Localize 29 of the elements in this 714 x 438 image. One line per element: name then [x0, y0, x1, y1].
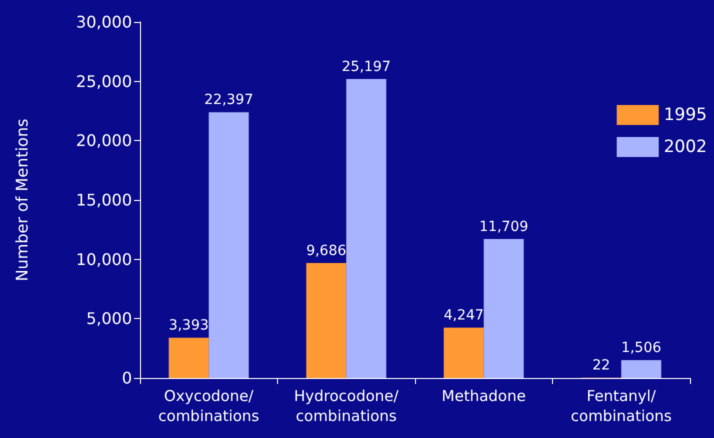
y-tick-label: 0 — [122, 368, 132, 388]
y-tick-label: 5,000 — [86, 309, 132, 328]
data-label: 4,247 — [444, 308, 484, 324]
x-tick-label: Hydrocodone/ combinations — [294, 387, 400, 425]
data-label: 9,686 — [306, 243, 346, 260]
x-tick-label: Methadone — [442, 387, 526, 405]
data-label: 22,397 — [204, 92, 254, 108]
bar — [208, 112, 249, 378]
data-label: 25,197 — [342, 58, 391, 75]
y-axis-title: Number of Mentions — [12, 118, 32, 282]
bar — [306, 263, 346, 378]
y-tick-label: 15,000 — [76, 190, 132, 210]
x-tick-label: Oxycodone/ combinations — [158, 387, 260, 425]
y-tick-label: 20,000 — [76, 131, 132, 150]
bar — [346, 78, 386, 378]
data-label: 22 — [592, 358, 610, 374]
legend-label: 1995 — [664, 105, 707, 125]
bar — [621, 360, 662, 378]
data-label: 11,709 — [479, 219, 528, 236]
y-tick-label: 10,000 — [76, 250, 132, 269]
data-label: 3,393 — [168, 318, 209, 334]
legend-label: 2002 — [664, 137, 707, 157]
y-tick-label: 30,000 — [76, 12, 132, 32]
bar — [444, 328, 484, 378]
x-tick-label: Fentanyl/ combinations — [570, 387, 672, 425]
bar — [484, 239, 524, 378]
y-tick-label: 25,000 — [76, 72, 132, 91]
bar — [168, 338, 209, 378]
data-label: 1,506 — [621, 340, 662, 356]
